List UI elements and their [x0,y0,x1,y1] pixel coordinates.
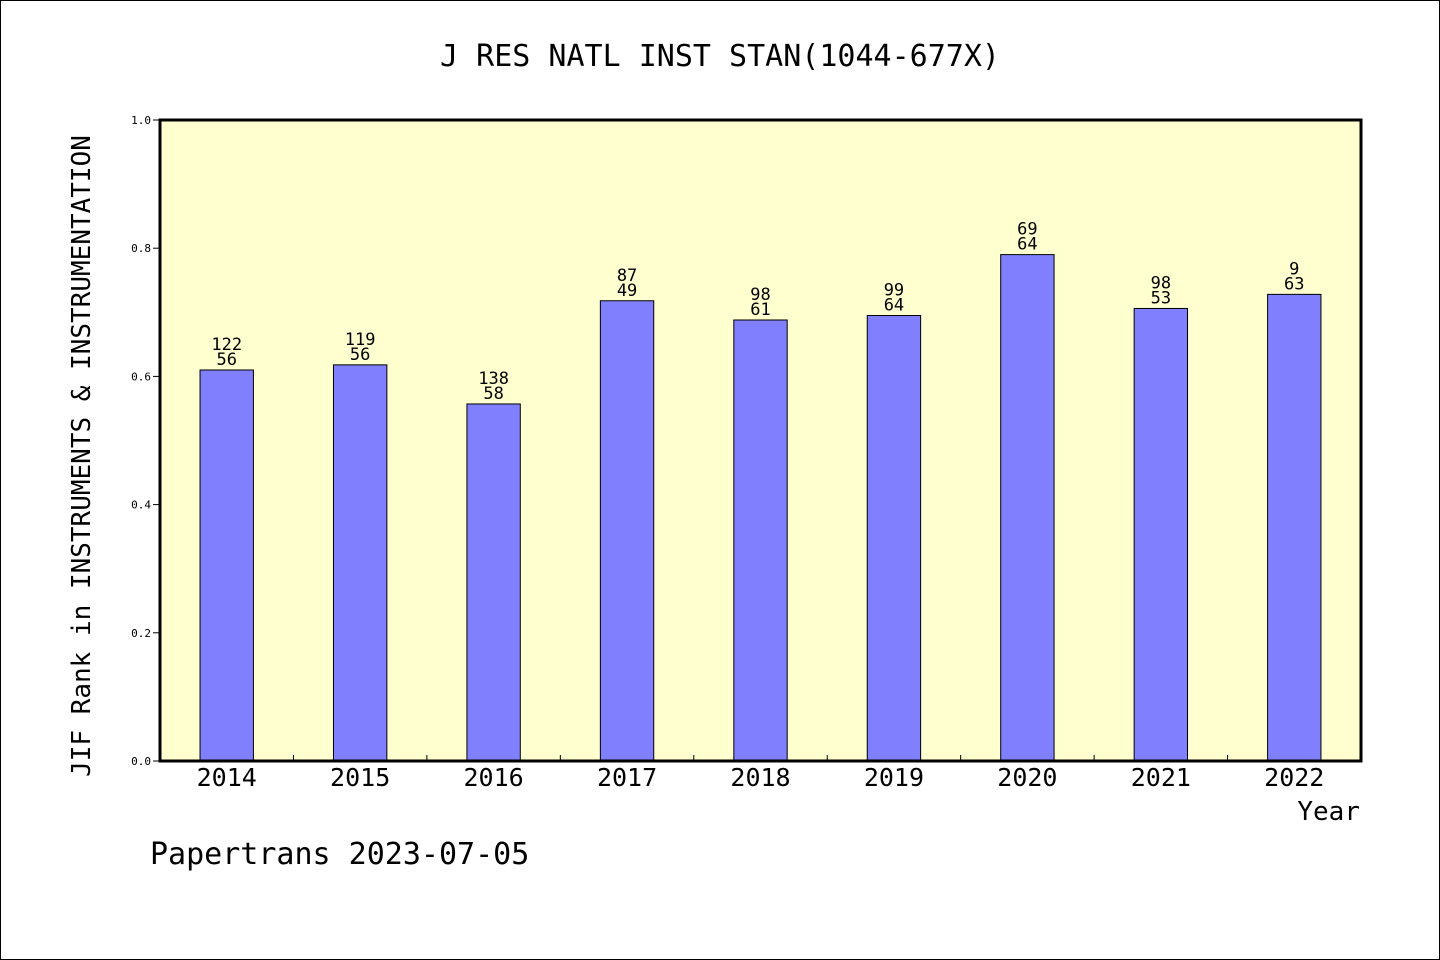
y-tick-label: 0.0 [131,755,151,768]
bar-2016 [466,403,521,762]
plot-border [158,118,1363,763]
bar-label-bottom-2017: 49 [617,281,637,301]
y-tick-label: 0.2 [131,627,151,640]
x-tick-label-2019: 2019 [864,763,924,792]
bar-label-bottom-2015: 56 [350,345,370,365]
bar-label-top-2022: 9 [1289,259,1299,279]
y-tick-label: 0.6 [131,370,151,383]
bar-2020 [1000,254,1055,762]
bar-label-bottom-2014: 56 [216,350,236,370]
y-axis-label: JIF Rank in INSTRUMENTS & INSTRUMENTATIO… [67,135,97,777]
x-tick-label-2015: 2015 [330,763,390,792]
bar-2018 [733,319,788,762]
x-tick-label-2018: 2018 [730,763,790,792]
chart-title: J RES NATL INST STAN(1044-677X) [440,39,1000,74]
footer-credit: Papertrans 2023-07-05 [150,837,529,872]
bar-series [199,254,1322,762]
bar-label-top-2015: 119 [345,330,376,350]
bar-label-top-2014: 122 [211,335,242,355]
x-axis-label: Year [1297,797,1360,827]
bar-label-top-2021: 98 [1151,273,1171,293]
bar-label-top-2016: 138 [478,369,509,389]
bar-2021 [1133,307,1189,762]
bar-label-bottom-2016: 58 [483,384,503,404]
y-tick-label: 0.4 [131,499,151,512]
bar-2022 [1267,293,1322,762]
bar-label-bottom-2022: 63 [1284,274,1304,294]
bar-label-top-2020: 69 [1017,220,1037,240]
y-axis: 0.0 0.2 0.4 0.6 0.8 1.0 [131,114,160,768]
y-tick-label: 1.0 [131,114,151,127]
bar-label-bottom-2019: 64 [884,296,904,316]
bar-label-bottom-2020: 64 [1017,235,1037,255]
bar-label-bottom-2021: 53 [1151,288,1171,308]
x-axis: 2014 2015 2016 2017 2018 2019 2020 2021 2022 [197,755,1324,792]
bar-2017 [599,300,655,762]
x-tick-label-2016: 2016 [464,763,524,792]
bar-label-top-2017: 87 [617,266,637,286]
x-tick-label-2020: 2020 [997,763,1057,792]
bar-2019 [866,315,922,762]
x-tick-label-2017: 2017 [597,763,657,792]
bar-2014 [199,369,254,762]
bar-label-top-2019: 99 [884,281,904,301]
y-tick-label: 0.8 [131,242,151,255]
x-tick-label-2014: 2014 [197,763,257,792]
bar-label-top-2018: 98 [750,285,770,305]
bar-2015 [332,364,388,762]
x-tick-label-2021: 2021 [1131,763,1191,792]
x-tick-label-2022: 2022 [1264,763,1324,792]
bar-label-bottom-2018: 61 [750,300,770,320]
